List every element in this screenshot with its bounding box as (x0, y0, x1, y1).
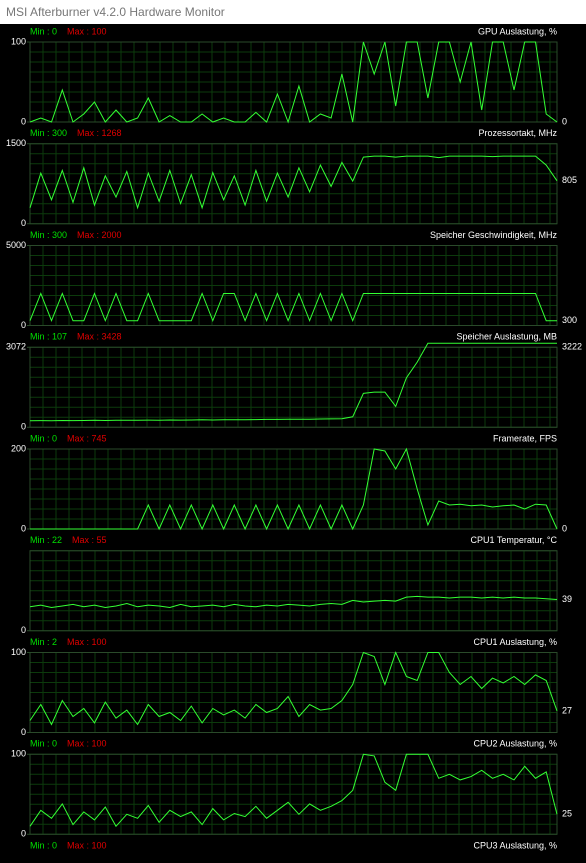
panel-title: Speicher Geschwindigkeit, MHz (430, 230, 558, 240)
min-label: Min : 0 (30, 739, 57, 749)
y-tick-label: 0 (21, 422, 26, 432)
y-tick-label: 100 (11, 36, 26, 46)
monitor: Min : 0 Max : 100 GPU Auslastung, % 0 100 0 Mi… (6, 26, 582, 850)
y-tick-label: 0 (21, 727, 26, 737)
max-label: Max : 100 (67, 26, 107, 36)
graph-frame (29, 448, 558, 530)
current-value: 39 (562, 594, 572, 604)
y-tick-label: 0 (21, 218, 26, 228)
min-label: Min : 0 (30, 840, 57, 850)
current-value: 0 (562, 116, 567, 126)
y-tick-label: 100 (11, 647, 26, 657)
current-value: 805 (562, 175, 577, 185)
current-value: 27 (562, 705, 572, 715)
current-value: 25 (562, 809, 572, 819)
trace (29, 155, 558, 210)
graph-frame (29, 41, 558, 123)
y-tick-label: 0 (21, 829, 26, 839)
graph-frame (29, 550, 558, 632)
trace (29, 595, 558, 609)
current-value: 0 (562, 523, 567, 533)
trace (29, 753, 558, 828)
trace (29, 342, 557, 422)
graph-frame (29, 245, 558, 326)
panel-title: CPU1 Auslastung, % (473, 637, 557, 647)
graph-frame (29, 143, 558, 225)
panel-title: CPU3 Auslastung, % (473, 840, 557, 850)
max-label: Max : 745 (67, 433, 107, 443)
trace (29, 651, 558, 726)
graph-frame (29, 753, 558, 835)
window-title: MSI Afterburner v4.2.0 Hardware Monitor (0, 0, 586, 24)
min-label: Min : 2 (30, 637, 57, 647)
graph-frame (29, 652, 558, 733)
y-tick-label: 0 (21, 116, 26, 126)
min-label: Min : 107 (30, 332, 67, 342)
panel-title: CPU1 Temperatur, °C (471, 535, 558, 545)
y-tick-label: 0 (21, 523, 26, 533)
max-label: Max : 100 (67, 840, 107, 850)
y-tick-label: 3072 (6, 342, 26, 352)
trace (29, 41, 558, 124)
max-label: Max : 100 (67, 637, 107, 647)
max-label: Max : 55 (72, 535, 107, 545)
y-tick-label: 5000 (6, 240, 26, 250)
current-value: 300 (562, 315, 577, 325)
min-label: Min : 300 (30, 128, 67, 138)
trace (30, 447, 558, 531)
max-label: Max : 1268 (77, 128, 122, 138)
current-value: 3222 (562, 342, 582, 352)
max-label: Max : 100 (67, 739, 107, 749)
panel-title: CPU2 Auslastung, % (473, 739, 557, 749)
y-tick-label: 0 (21, 320, 26, 330)
trace (29, 292, 557, 323)
panel-title: Prozessortakt, MHz (478, 128, 557, 138)
y-tick-label: 0 (21, 625, 26, 635)
max-label: Max : 2000 (77, 230, 122, 240)
max-label: Max : 3428 (77, 332, 122, 342)
y-tick-label: 200 (11, 443, 26, 453)
min-label: Min : 0 (30, 433, 57, 443)
graph-frame (29, 346, 558, 428)
y-tick-label: 100 (11, 749, 26, 759)
min-label: Min : 22 (30, 535, 62, 545)
panel-title: Speicher Auslastung, MB (456, 332, 557, 342)
min-label: Min : 300 (30, 230, 67, 240)
y-tick-label: 1500 (6, 138, 26, 148)
panel-title: Framerate, FPS (493, 433, 557, 443)
panel-title: GPU Auslastung, % (478, 26, 557, 36)
min-label: Min : 0 (30, 26, 57, 36)
